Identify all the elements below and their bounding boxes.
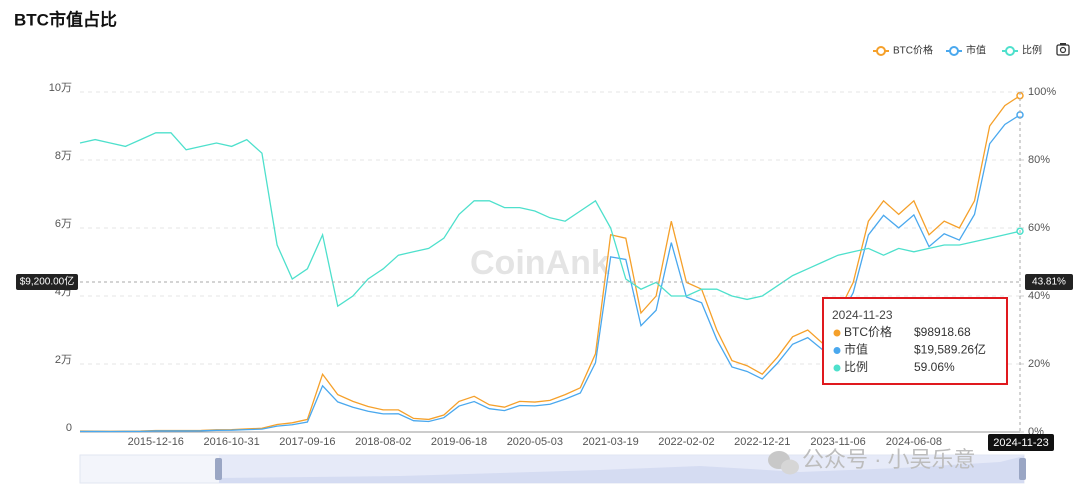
legend-marker [1005,46,1015,56]
y2-tick-label: 40% [1028,290,1050,302]
tooltip-value: $98918.68 [914,325,971,339]
y2-tick-label: 80% [1028,154,1050,166]
x-tick-label: 2024-06-08 [886,436,942,448]
y-tick-label: 6万 [55,218,72,230]
footer-watermark-icon [768,451,799,475]
tooltip-dot [833,347,841,354]
legend-label: BTC价格 [893,44,933,57]
y2-tick-label: 20% [1028,358,1050,370]
crosshair: $9,200.00亿 43.81% [16,92,1073,432]
chart-title: BTC市值占比 [14,9,117,29]
y-tick-label: 2万 [55,354,72,366]
watermark: CoinAnk [470,244,610,282]
crosshair-y-label: $9,200.00亿 [20,275,75,288]
legend-marker [949,46,959,56]
x-tick-label: 2017-09-16 [279,436,335,448]
crosshair-y2-label: 43.81% [1032,277,1066,288]
x-tick-label: 2021-03-19 [583,436,639,448]
footer-watermark: 公众号 · 小吴乐意 [802,447,976,472]
tooltip-name: BTC价格 [844,324,892,339]
x-tick-label: 2023-11-06 [810,436,865,448]
legend-marker [876,46,886,56]
y2-tick-label: 60% [1028,222,1050,234]
tooltip-date: 2024-11-23 [832,308,893,322]
x-pointer-label: 2024-11-23 [993,437,1048,449]
x-tick-label: 2020-05-03 [507,436,563,448]
plot [79,91,1024,433]
crosshair-y2-box [1025,274,1073,290]
y-tick-label: 10万 [49,82,72,94]
x-tick-label: 2022-02-02 [658,436,714,448]
tooltip-name: 比例 [844,360,868,374]
legend: BTC价格 市值 比例 [873,44,1042,57]
camera-icon[interactable] [1056,43,1070,56]
grid: 02万4万6万8万10万0%20%40%60%80%100%2015-12-16… [49,82,1056,451]
crosshair-y-box [16,274,78,290]
x-pointer-box [988,434,1054,451]
tooltip-dot [833,329,841,337]
x-tick-label: 2022-12-21 [734,436,790,448]
tooltip-dot [833,364,841,372]
tooltip-value: $19,589.26亿 [914,342,986,357]
tooltip-box [822,297,1008,385]
legend-label: 市值 [966,44,986,57]
x-tick-label: 2018-08-02 [355,436,411,448]
y-tick-label: 0 [66,422,72,434]
y2-tick-label: 100% [1028,86,1056,98]
tooltip-value: 59.06% [914,360,955,374]
series-line [79,132,1021,308]
legend-label: 比例 [1022,44,1042,57]
y-tick-label: 8万 [55,150,72,162]
x-tick-label: 2015-12-16 [128,436,184,448]
data-zoom[interactable] [79,454,1026,484]
x-tick-label: 2016-10-31 [203,436,259,448]
x-tick-label: 2019-06-18 [431,436,487,448]
tooltip-name: 市值 [844,342,868,357]
series-line [79,114,1021,433]
